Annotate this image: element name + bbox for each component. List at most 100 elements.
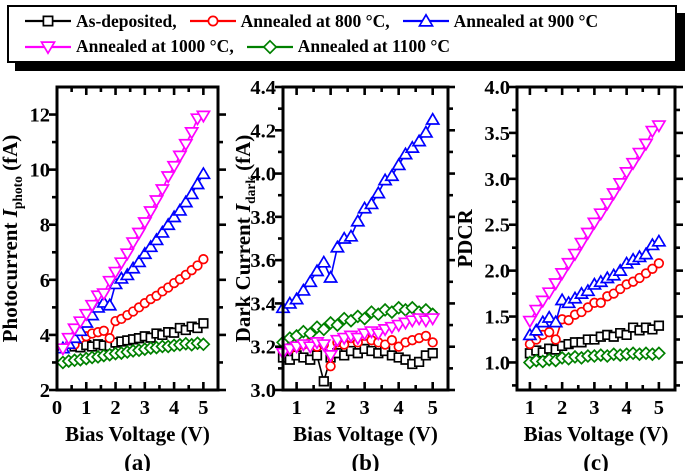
triangle-down-marker <box>148 195 165 208</box>
triangle-down-marker <box>178 138 194 152</box>
triangle-down-marker <box>528 304 544 318</box>
triangle-up-marker <box>125 260 141 274</box>
circle-marker <box>386 335 398 346</box>
triangle-down-marker <box>522 315 538 329</box>
circle-marker <box>104 333 115 344</box>
circle-marker <box>420 330 432 342</box>
y-tick-label: 2.0 <box>484 261 510 283</box>
triangle-up-marker <box>329 239 345 253</box>
diamond-marker <box>651 346 666 361</box>
x-axis-title: Bias Voltage (V) <box>65 422 210 446</box>
triangle-down-marker <box>55 343 71 357</box>
circle-marker <box>198 254 209 265</box>
triangle-down-marker <box>39 41 57 55</box>
triangle-down-marker <box>96 288 112 302</box>
x-tick-label: 5 <box>198 397 208 419</box>
triangle-down-marker <box>172 150 188 164</box>
legend-item-label: Annealed at 1000 °C, <box>76 36 234 57</box>
legend-item-label: As-deposited, <box>76 10 177 31</box>
square-marker <box>198 318 209 329</box>
triangle-up-marker <box>418 124 434 138</box>
plot-frame <box>55 85 220 392</box>
triangle-down-marker <box>593 208 609 222</box>
y-tick-label: 1.0 <box>484 352 510 374</box>
circle-marker <box>325 361 336 372</box>
circle-marker <box>98 325 109 336</box>
x-axis-title: Bias Voltage (V) <box>524 422 669 446</box>
triangle-down-marker <box>599 198 615 212</box>
diamond-marker <box>262 39 278 55</box>
circle-marker <box>653 258 665 269</box>
triangle-down-marker <box>350 332 366 346</box>
triangle-down-marker <box>606 188 622 201</box>
triangle-down-legend-icon <box>25 41 71 55</box>
y-tick-label: 3.8 <box>250 207 276 229</box>
y-tick-label: 3.4 <box>250 293 276 315</box>
triangle-down-marker <box>541 287 557 301</box>
triangle-down-marker <box>119 248 135 262</box>
triangle-down-marker <box>625 157 641 171</box>
triangle-down-marker <box>631 147 648 161</box>
panel-letter: (b) <box>351 450 379 471</box>
triangle-up-marker <box>131 254 147 268</box>
triangle-down-marker <box>166 160 182 174</box>
diamond-marker <box>350 309 365 324</box>
x-tick-label: 5 <box>654 397 664 419</box>
x-tick-label: 0 <box>52 397 62 419</box>
triangle-down-marker <box>586 217 602 231</box>
legend-row: Annealed at 1000 °C, Annealed at 1100 °C <box>25 34 675 59</box>
series-triangle-down <box>275 313 441 363</box>
square-marker <box>653 320 665 331</box>
axis-ticks <box>49 87 226 392</box>
triangle-up-marker <box>172 202 188 216</box>
triangle-up-marker <box>289 291 305 305</box>
series-diamond <box>55 336 211 370</box>
series-square <box>277 343 438 387</box>
legend-item: Annealed at 900 °C <box>402 11 598 32</box>
legend-row: As-deposited, Annealed at 800 °C, Annealed… <box>25 9 675 34</box>
triangle-down-marker <box>107 266 124 280</box>
diamond-marker <box>330 318 345 333</box>
x-tick-label: 1 <box>525 397 535 419</box>
diamond-legend-icon <box>246 39 293 55</box>
triangle-down-marker <box>323 350 339 363</box>
y-tick-label: 3.6 <box>250 250 276 272</box>
triangle-up-marker <box>137 246 153 260</box>
tick-labels: 1 2 3 4 5 3.0 3.2 3.4 3.6 3.8 4.0 4.2 4.4 <box>250 77 437 419</box>
circle-marker <box>207 15 219 27</box>
y-tick-label: 10 <box>30 160 51 182</box>
triangle-down-marker <box>143 206 159 219</box>
triangle-up-marker <box>580 283 596 297</box>
series-triangle-up <box>275 112 441 314</box>
series-circle <box>69 254 209 350</box>
triangle-down-marker <box>113 257 129 271</box>
triangle-up-marker <box>411 133 427 147</box>
diamond-marker <box>378 302 393 317</box>
triangle-up-marker <box>404 140 420 153</box>
triangle-down-marker <box>72 316 88 330</box>
panel-letter: (c) <box>583 450 609 471</box>
y-tick-label: 12 <box>30 105 51 127</box>
square-legend-icon <box>25 15 71 27</box>
triangle-up-marker <box>651 233 667 247</box>
series-square <box>524 320 665 359</box>
triangle-up-marker <box>612 263 628 276</box>
triangle-down-marker <box>131 227 147 241</box>
x-tick-label: 2 <box>110 397 120 419</box>
y-tick-label: 4.0 <box>484 77 510 99</box>
triangle-up-marker <box>160 217 176 231</box>
triangle-up-marker <box>425 112 441 125</box>
triangle-up-legend-icon <box>402 13 449 27</box>
circle-marker <box>563 315 574 326</box>
panel-b-plot: 1 2 3 4 5 3.0 3.2 3.4 3.6 3.8 4.0 4.2 4.4 Bias Voltag… <box>232 77 455 471</box>
y-tick-label: 1.5 <box>484 307 510 329</box>
triangle-up-marker <box>528 322 544 336</box>
series-triangle-down <box>55 110 211 357</box>
triangle-up-marker <box>541 310 557 323</box>
triangle-down-marker <box>573 237 590 251</box>
triangle-up-marker <box>323 270 339 283</box>
triangle-up-marker <box>343 228 359 242</box>
triangle-down-marker <box>548 278 564 291</box>
